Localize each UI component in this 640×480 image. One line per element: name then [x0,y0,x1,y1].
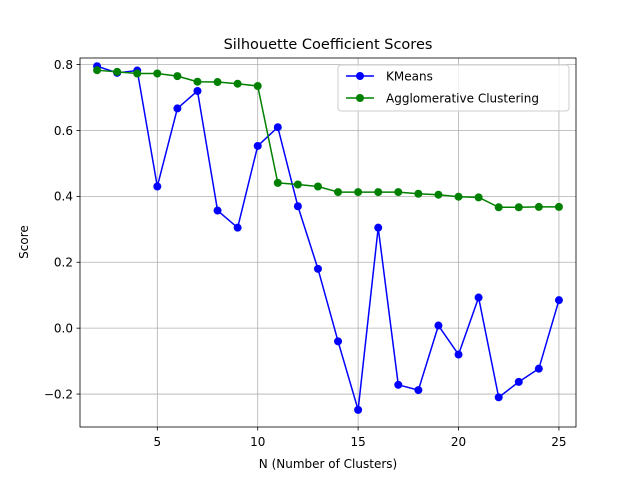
legend-marker [356,72,364,80]
y-tick-label: 0.4 [54,190,73,204]
data-point-kmeans [253,141,262,150]
data-point-agglomerative-clustering [213,78,222,87]
data-point-agglomerative-clustering [313,182,322,191]
y-tick-label: 0.0 [54,321,73,335]
x-tick-label: 25 [551,435,566,449]
data-point-kmeans [173,104,182,113]
legend: KMeans Agglomerative Clustering [337,64,570,112]
plot-frame [79,57,577,428]
data-point-kmeans [354,405,363,414]
y-tick-label: 0.8 [54,58,73,72]
y-tick-label: 0.6 [54,124,73,138]
data-point-kmeans [414,386,423,395]
data-point-agglomerative-clustering [394,188,403,197]
data-point-kmeans [153,182,162,191]
data-point-kmeans [454,350,463,359]
x-tick-label: 5 [153,435,161,449]
data-point-agglomerative-clustering [293,180,302,189]
data-point-kmeans [313,264,322,273]
data-point-kmeans [554,296,563,305]
data-point-kmeans [233,223,242,232]
x-axis-label: N (Number of Clusters) [259,457,397,471]
data-point-kmeans [273,123,282,132]
legend-label: KMeans [386,69,433,83]
data-point-agglomerative-clustering [374,188,383,197]
x-tick-label: 10 [250,435,265,449]
data-point-agglomerative-clustering [93,66,102,75]
data-point-agglomerative-clustering [514,203,523,212]
x-tick-label: 20 [451,435,466,449]
data-point-kmeans [514,377,523,386]
series-line-kmeans [96,65,560,411]
y-tick-label: −0.2 [44,387,73,401]
data-point-agglomerative-clustering [334,188,343,197]
data-point-kmeans [213,206,222,215]
data-point-kmeans [374,223,383,232]
data-point-kmeans [293,202,302,211]
data-point-agglomerative-clustering [233,79,242,88]
data-point-kmeans [193,86,202,95]
data-point-agglomerative-clustering [534,202,543,211]
data-point-kmeans [474,293,483,302]
legend-label: Agglomerative Clustering [386,91,539,105]
legend-marker [356,94,364,102]
series-layer [93,62,563,414]
data-point-agglomerative-clustering [153,69,162,78]
y-axis-label: Score [17,225,31,259]
data-point-agglomerative-clustering [133,69,142,78]
data-point-kmeans [394,380,403,389]
data-point-agglomerative-clustering [173,72,182,81]
data-point-agglomerative-clustering [494,203,503,212]
data-point-kmeans [434,321,443,330]
data-point-agglomerative-clustering [454,192,463,201]
data-point-agglomerative-clustering [474,193,483,202]
data-point-agglomerative-clustering [193,77,202,86]
data-point-agglomerative-clustering [273,178,282,187]
data-point-agglomerative-clustering [253,82,262,91]
data-point-kmeans [494,393,503,402]
data-point-agglomerative-clustering [354,188,363,197]
data-point-kmeans [334,337,343,346]
x-tick-label: 15 [350,435,365,449]
data-point-agglomerative-clustering [434,190,443,199]
chart-title: Silhouette Coefficient Scores [224,37,433,53]
data-point-agglomerative-clustering [113,67,122,76]
data-point-kmeans [534,364,543,373]
y-tick-label: 0.2 [54,256,73,270]
ticks-layer: 5 10 15 20 25 −0.2 0.0 0.2 0.4 0.6 0.8 [44,58,567,449]
data-point-agglomerative-clustering [554,202,563,211]
data-point-agglomerative-clustering [414,189,423,198]
legend-box [337,64,570,112]
